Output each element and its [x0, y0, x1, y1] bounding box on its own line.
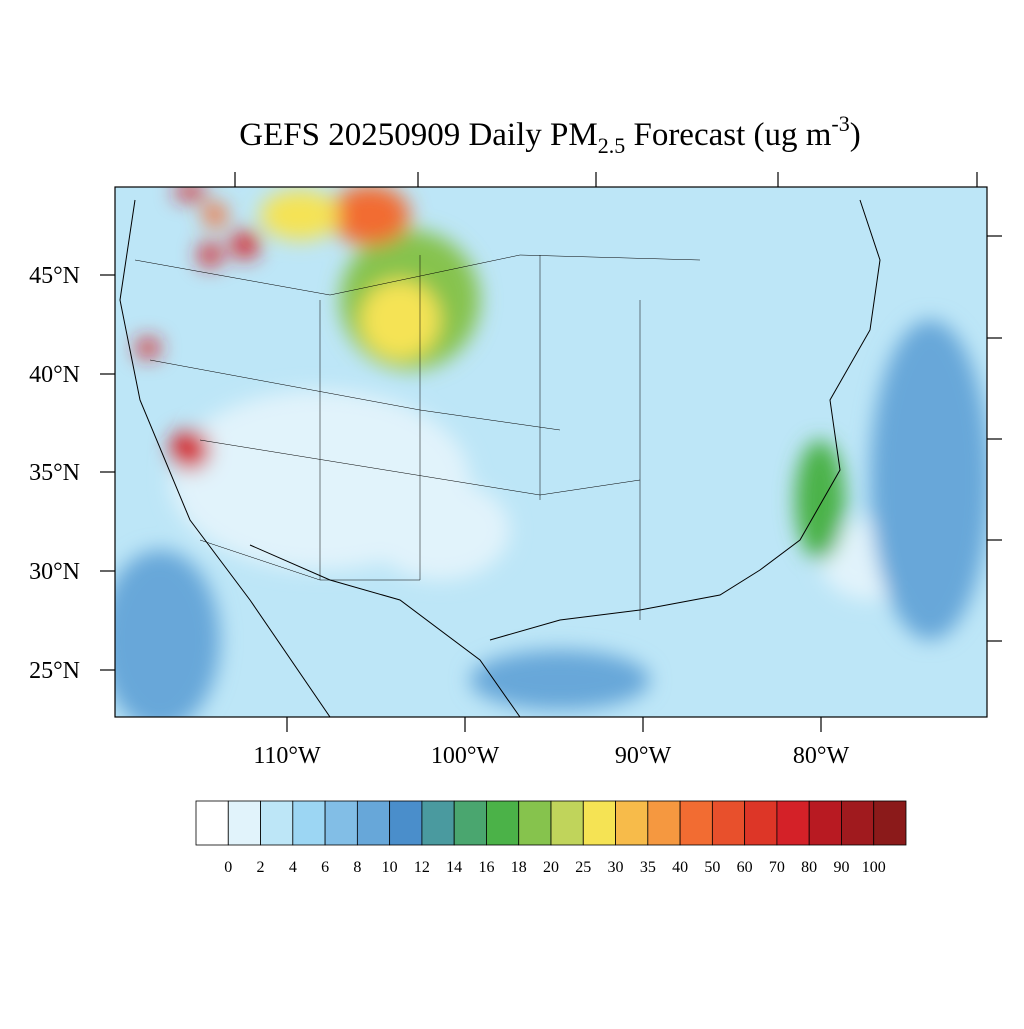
colorbar-box	[873, 800, 907, 846]
lon-label: 100°W	[431, 743, 500, 769]
colorbar-label: 0	[224, 859, 232, 876]
colorbar-label: 60	[737, 859, 753, 876]
colorbar-box	[227, 800, 261, 846]
colorbar-box	[776, 800, 810, 846]
colorbar-label: 30	[608, 859, 624, 876]
lat-label: 40°N	[29, 362, 80, 388]
colorbar-box	[550, 800, 584, 846]
colorbar-label: 18	[511, 859, 527, 876]
colorbar-box	[421, 800, 455, 846]
title-superscript: -3	[831, 111, 849, 136]
colorbar-box	[453, 800, 487, 846]
colorbar-box	[808, 800, 842, 846]
colorbar-label: 35	[640, 859, 656, 876]
colorbar-box	[582, 800, 616, 846]
lon-label: 110°W	[253, 743, 321, 769]
colorbar-box	[518, 800, 552, 846]
colorbar-box	[647, 800, 681, 846]
colorbar-box	[744, 800, 778, 846]
lon-label: 80°W	[793, 743, 850, 769]
colorbar-label: 50	[704, 859, 720, 876]
colorbar-box	[356, 800, 391, 846]
colorbar-label: 6	[321, 859, 329, 876]
colorbar-label: 16	[478, 859, 494, 876]
colorbar-label: 4	[289, 859, 297, 876]
title-rest: Forecast (ug m	[625, 117, 832, 153]
lat-label: 45°N	[29, 263, 80, 289]
colorbar-box	[679, 800, 713, 846]
colorbar-box	[841, 800, 875, 846]
lat-label: 35°N	[29, 460, 80, 486]
lon-label: 90°W	[615, 743, 672, 769]
colorbar-box	[711, 800, 746, 846]
colorbar-box	[260, 800, 294, 846]
colorbar-label: 70	[769, 859, 785, 876]
colorbar-box	[195, 800, 229, 846]
colorbar-box	[486, 800, 520, 846]
title-end: )	[850, 117, 861, 153]
colorbar-label: 40	[672, 859, 688, 876]
colorbar-label: 25	[575, 859, 591, 876]
title-main: GEFS 20250909 Daily PM	[239, 117, 597, 153]
colorbar-label: 12	[414, 859, 430, 876]
frame-ticks	[100, 172, 1002, 732]
colorbar-label: 80	[801, 859, 817, 876]
colorbar-label: 10	[382, 859, 398, 876]
colorbar-label: 20	[543, 859, 559, 876]
lat-label: 25°N	[29, 658, 80, 684]
colorbar-box	[292, 800, 326, 846]
title-subscript: 2.5	[598, 133, 626, 158]
colorbar-box	[615, 800, 649, 846]
map-frame	[114, 186, 988, 718]
title: GEFS 20250909 Daily PM2.5 Forecast (ug m…	[239, 111, 861, 158]
colorbar-label: 2	[257, 859, 265, 876]
colorbar-label: 100	[862, 859, 886, 876]
lat-label: 30°N	[29, 559, 80, 585]
colorbar-label: 90	[833, 859, 849, 876]
map-field	[115, 187, 987, 717]
colorbar-label: 14	[446, 859, 462, 876]
colorbar-box	[389, 800, 423, 846]
colorbar-box	[324, 800, 358, 846]
colorbar-label: 8	[353, 859, 361, 876]
